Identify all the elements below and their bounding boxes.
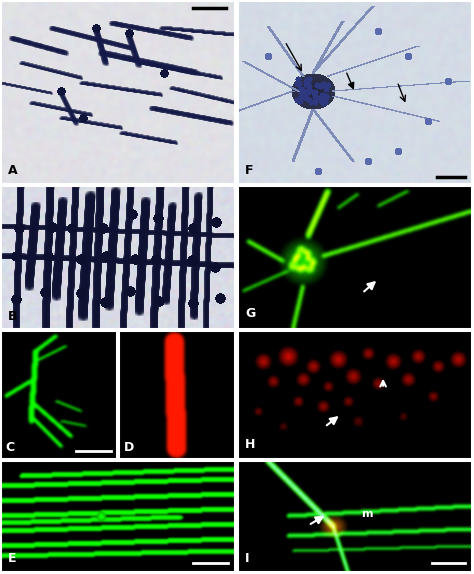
Text: G: G [245,308,255,320]
Text: E: E [8,552,17,565]
Text: C: C [6,441,15,454]
Text: F: F [245,164,254,177]
Text: I: I [245,552,249,565]
Text: A: A [8,164,18,177]
Text: H: H [245,439,255,451]
Text: B: B [8,311,18,323]
Text: D: D [124,441,134,454]
Text: m: m [361,509,373,519]
